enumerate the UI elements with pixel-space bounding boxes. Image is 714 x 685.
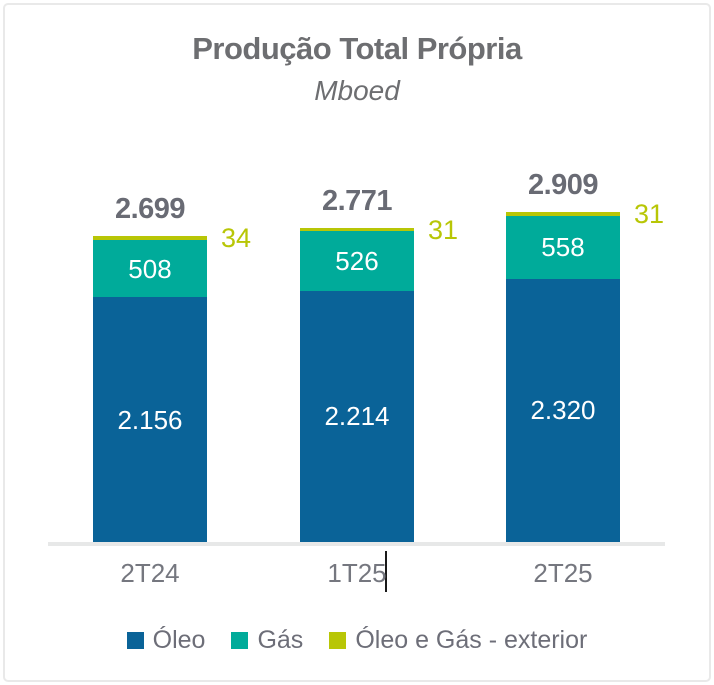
segment-value-label: 2.320: [530, 395, 596, 426]
legend-item-gas: Gás: [231, 627, 303, 653]
legend-label: Óleo e Gás - exterior: [355, 626, 588, 654]
segment-value-label: 558: [541, 232, 585, 263]
text-cursor: [385, 551, 387, 592]
exterior-value-label: 34: [221, 223, 252, 253]
legend-item-oleo-e-gas-exterior: Óleo e Gás - exterior: [329, 627, 587, 653]
legend-label: Gás: [257, 626, 304, 654]
legend-swatch-oleo: [126, 631, 144, 649]
chart-title: Produção Total Própria: [192, 31, 522, 66]
bar-segment-gas-2t24: 508: [93, 239, 207, 298]
x-axis-line: [48, 542, 665, 546]
exterior-value-label: 31: [428, 214, 459, 245]
segment-value-label: 508: [128, 253, 172, 284]
exterior-value-label: 31: [634, 199, 665, 230]
legend-label: Óleo: [152, 626, 206, 654]
bar-segment-oleo-e-gas-exterior-1t25: [300, 227, 414, 232]
x-axis-label-1t25[interactable]: 1T25: [327, 558, 387, 588]
bar-segment-oleo-e-gas-exterior-2t24: [93, 236, 207, 240]
bar-segment-oleo-1t25: 2.214: [300, 290, 414, 542]
total-label: 2.771: [321, 184, 393, 217]
x-axis-label-2t25[interactable]: 2T25: [533, 558, 593, 588]
chart-subtitle: Mboed: [314, 75, 400, 106]
bar-segment-oleo-2t24: 2.156: [93, 297, 207, 542]
bar-segment-gas-1t25: 526: [300, 231, 414, 291]
total-label: 2.699: [114, 193, 186, 225]
legend-swatch-gas: [231, 631, 249, 649]
legend: Óleo Gás Óleo e Gás - exterior: [0, 626, 714, 654]
segment-value-label: 2.214: [324, 401, 390, 432]
segment-value-label: 526: [335, 246, 379, 277]
legend-swatch-oleo-e-gas-exterior: [329, 631, 347, 649]
bar-segment-oleo-2t25: 2.320: [506, 278, 620, 542]
legend-item-oleo: Óleo: [126, 626, 206, 654]
bar-segment-gas-2t25: 558: [506, 215, 620, 279]
total-label: 2.909: [527, 169, 599, 202]
segment-value-label: 2.156: [117, 404, 183, 435]
x-axis-label-2t24[interactable]: 2T24: [120, 558, 180, 588]
bar-segment-oleo-e-gas-exterior-2t25: [506, 212, 620, 216]
